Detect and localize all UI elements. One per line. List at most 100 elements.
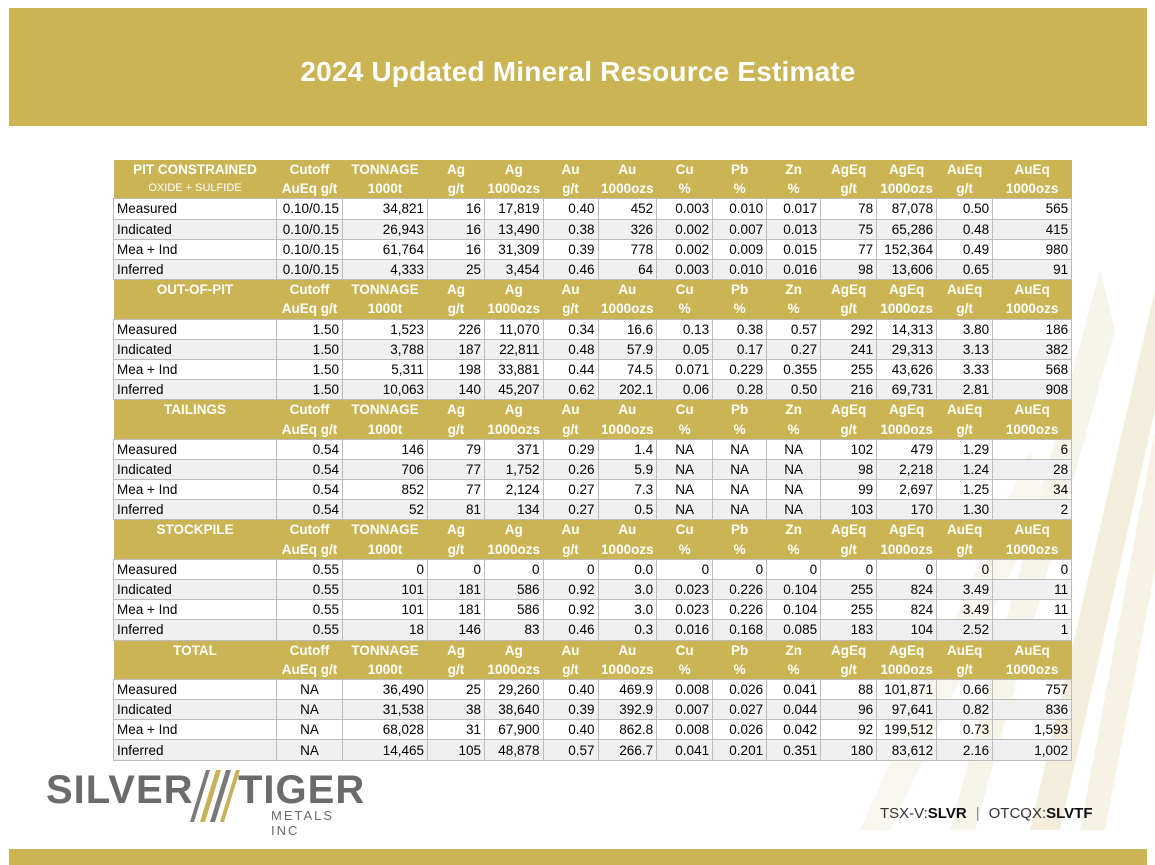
logo-tagline: METALS INC bbox=[271, 808, 335, 838]
table-cell: NA bbox=[766, 438, 822, 460]
table-cell: 824 bbox=[876, 599, 938, 621]
table-cell: 3.80 bbox=[936, 318, 994, 340]
table-cell: 0.042 bbox=[766, 719, 822, 741]
column-header: Au bbox=[598, 519, 657, 540]
column-unit: 1000t bbox=[342, 419, 428, 440]
column-header: TONNAGE bbox=[342, 279, 428, 300]
table-cell: NA bbox=[712, 438, 768, 460]
column-unit: 1000ozs bbox=[992, 659, 1072, 680]
table-cell: 1,002 bbox=[992, 739, 1073, 761]
table-cell: 57.9 bbox=[597, 338, 658, 360]
column-header: AgEq bbox=[820, 640, 877, 660]
row-category: Measured bbox=[113, 558, 277, 580]
table-cell: NA bbox=[656, 458, 714, 481]
table-cell: 198 bbox=[427, 358, 485, 381]
table-row: Inferred 0.54 52 81 134 0.27 0.5 NA NA NA 103 170 1.… bbox=[113, 499, 1073, 521]
column-header: AgEq bbox=[876, 160, 937, 180]
column-header: Ag bbox=[484, 160, 544, 180]
column-unit: g/t bbox=[543, 539, 599, 560]
ticker-separator: | bbox=[975, 805, 980, 822]
column-header: Cutoff bbox=[276, 640, 343, 660]
table-cell: 0.54 bbox=[276, 458, 343, 481]
table-cell: 43,626 bbox=[876, 358, 938, 381]
column-header: Ag bbox=[484, 519, 544, 540]
column-unit: g/t bbox=[820, 659, 877, 680]
table-cell: 92 bbox=[820, 719, 878, 741]
table-cell: 105 bbox=[427, 739, 485, 761]
table-cell: 0.34 bbox=[542, 318, 599, 340]
column-header: AuEq bbox=[992, 640, 1072, 660]
table-cell: 45,207 bbox=[484, 379, 544, 401]
column-unit: 1000ozs bbox=[484, 299, 544, 319]
column-header: AuEq bbox=[992, 160, 1072, 180]
table-cell: 0.008 bbox=[656, 719, 714, 741]
column-unit: 1000ozs bbox=[598, 179, 657, 199]
table-cell: 568 bbox=[992, 358, 1073, 381]
column-header: Au bbox=[543, 399, 599, 420]
column-header: Au bbox=[598, 399, 657, 420]
row-category: Measured bbox=[113, 678, 277, 701]
table-cell: 0.40 bbox=[542, 719, 599, 741]
column-header: Ag bbox=[427, 519, 485, 540]
table-cell: 38,640 bbox=[484, 699, 544, 721]
table-row: Mea + Ind 1.50 5,311 198 33,881 0.44 74.5 0.071… bbox=[113, 358, 1073, 381]
column-unit: 1000ozs bbox=[876, 419, 937, 440]
table-cell: 0.54 bbox=[276, 438, 343, 460]
column-header: Au bbox=[543, 640, 599, 660]
section-header-row: AuEq g/t 1000t g/t 1000ozs g/t 1000ozs%%% g/t 1… bbox=[113, 659, 1072, 680]
table-cell: 52 bbox=[342, 499, 428, 521]
column-header: Ag bbox=[427, 399, 485, 420]
section-header-row: AuEq g/t 1000t g/t 1000ozs g/t 1000ozs%%% g/t 1… bbox=[113, 539, 1072, 560]
section-subname: OXIDE + SULFIDE bbox=[113, 179, 277, 199]
column-header: Ag bbox=[484, 279, 544, 300]
column-unit: % bbox=[766, 419, 821, 440]
row-category: Indicated bbox=[113, 338, 277, 360]
table-cell: 4,333 bbox=[342, 258, 428, 281]
table-cell: 199,512 bbox=[876, 719, 938, 741]
table-cell: 862.8 bbox=[597, 719, 658, 741]
table-cell: 103 bbox=[820, 499, 878, 521]
table-cell: 0.085 bbox=[766, 619, 822, 641]
table-cell: 88 bbox=[820, 678, 878, 701]
column-header: AuEq bbox=[936, 399, 993, 420]
section-header-row: AuEq g/t 1000t g/t 1000ozs g/t 1000ozs%%% g/t 1… bbox=[113, 299, 1072, 319]
table-cell: 79 bbox=[427, 438, 485, 460]
section-header-row: PIT CONSTRAINED Cutoff TONNAGE Ag Ag Au Au Cu Pb… bbox=[113, 160, 1072, 180]
row-category: Measured bbox=[113, 318, 277, 340]
column-header: Cu bbox=[656, 519, 713, 540]
table-cell: 0.46 bbox=[542, 619, 599, 641]
table-row: Indicated NA 31,538 38 38,640 0.39 392.9 0.007 0… bbox=[113, 699, 1073, 721]
column-unit: 1000ozs bbox=[484, 419, 544, 440]
table-cell: 7.3 bbox=[597, 478, 658, 501]
row-category: Inferred bbox=[113, 379, 277, 401]
column-header: AuEq bbox=[992, 519, 1072, 540]
row-category: Indicated bbox=[113, 218, 277, 240]
otc-prefix: OTCQX: bbox=[988, 805, 1047, 822]
table-cell: 0.55 bbox=[276, 558, 343, 580]
column-unit: 1000ozs bbox=[876, 659, 937, 680]
column-header: Cu bbox=[656, 160, 713, 180]
column-header: AgEq bbox=[820, 279, 877, 300]
section-header-row: OXIDE + SULFIDE AuEq g/t 1000t g/t 1000ozs g/… bbox=[113, 179, 1072, 199]
row-category: Mea + Ind bbox=[113, 719, 277, 741]
table-cell: 0.40 bbox=[542, 198, 599, 220]
column-unit: % bbox=[656, 419, 713, 440]
column-header: AgEq bbox=[820, 160, 877, 180]
section-name: TOTAL bbox=[113, 640, 277, 660]
table-cell: 1 bbox=[992, 619, 1073, 641]
column-unit: AuEq g/t bbox=[276, 539, 343, 560]
column-header: Cutoff bbox=[276, 399, 343, 420]
table-cell: 146 bbox=[427, 619, 485, 641]
table-cell: 0 bbox=[712, 558, 768, 580]
table-cell: 14,465 bbox=[342, 739, 428, 761]
column-header: TONNAGE bbox=[342, 399, 428, 420]
table-cell: 0.82 bbox=[936, 699, 994, 721]
table-cell: 0.73 bbox=[936, 719, 994, 741]
column-unit: g/t bbox=[936, 419, 993, 440]
column-unit: AuEq g/t bbox=[276, 179, 343, 199]
table-cell: 0.38 bbox=[542, 218, 599, 240]
column-unit: g/t bbox=[427, 539, 485, 560]
table-cell: 255 bbox=[820, 358, 878, 381]
tsx-symbol: SLVR bbox=[927, 805, 967, 822]
table-cell: 0.17 bbox=[712, 338, 768, 360]
